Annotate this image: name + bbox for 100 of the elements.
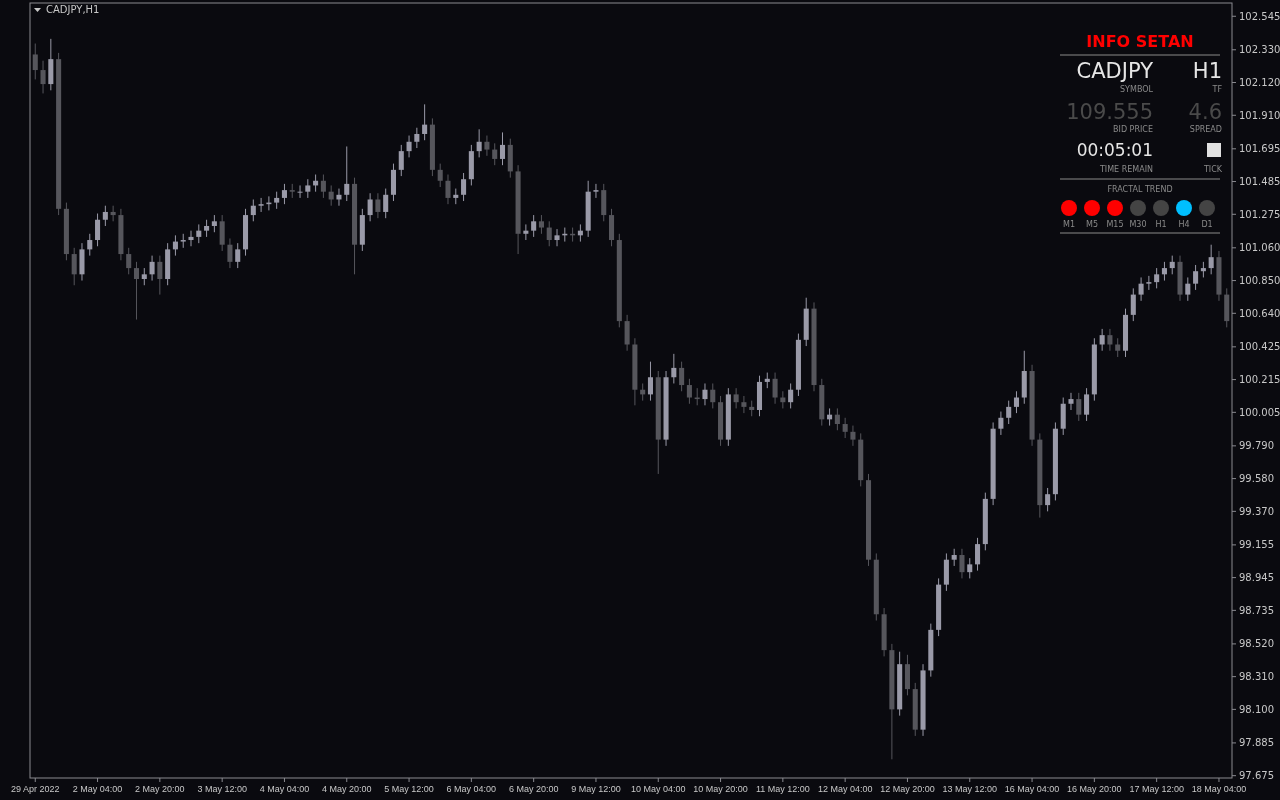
y-tick-label: 98.735 (1239, 604, 1274, 616)
y-tick-label: 98.100 (1239, 703, 1274, 715)
candlestick (133, 261, 140, 321)
x-tick-label: 12 May 04:00 (817, 784, 873, 794)
y-tick-label: 99.580 (1239, 473, 1274, 485)
candlestick (32, 43, 38, 80)
y-tick-label: 97.675 (1239, 770, 1274, 782)
candlestick (422, 103, 428, 141)
candlestick (320, 174, 326, 199)
x-tick-label: 3 May 12:00 (197, 784, 247, 794)
y-tick-label: 101.060 (1239, 242, 1280, 254)
annotation: SPREAD (1189, 125, 1222, 134)
y-tick-label: 102.120 (1239, 77, 1280, 89)
candlestick (110, 205, 116, 222)
candlestick (1013, 390, 1020, 414)
candlestick (344, 145, 350, 202)
candlestick (647, 361, 653, 402)
y-tick-label: 98.945 (1239, 572, 1274, 584)
candlestick (593, 183, 599, 199)
x-tick-label: 10 May 04:00 (630, 784, 686, 794)
candlestick (710, 382, 716, 409)
x-tick-label: 6 May 20:00 (508, 784, 559, 794)
candlestick (414, 127, 420, 149)
candlestick (102, 205, 108, 227)
candlestick (188, 230, 194, 247)
candlestick (967, 557, 973, 579)
candlestick (258, 197, 264, 213)
candlestick (1193, 264, 1199, 291)
annotation: H1 (1155, 220, 1167, 229)
candlestick (406, 135, 412, 158)
candlestick (367, 192, 373, 222)
y-tick-label: 102.545 (1239, 10, 1280, 22)
x-tick-label: 10 May 20:00 (693, 784, 748, 794)
candlestick (476, 128, 482, 158)
candlestick (959, 548, 965, 579)
y-tick-label: 100.005 (1239, 406, 1280, 418)
text: INFO SETAN (1086, 32, 1194, 51)
y-tick-label: 100.640 (1239, 307, 1280, 319)
candlestick (95, 213, 101, 247)
candlestick (834, 407, 840, 431)
candlestick (1154, 267, 1160, 289)
annotation: M1 (1063, 220, 1075, 229)
candlestick (975, 537, 981, 572)
candlestick (196, 223, 202, 244)
candlestick (437, 163, 443, 188)
annotation: TF (1211, 85, 1223, 94)
candlestick (1084, 387, 1090, 422)
candlestick (1161, 261, 1167, 282)
x-tick-label: 17 May 12:00 (1129, 784, 1184, 794)
x-tick-label: 12 May 20:00 (880, 784, 935, 794)
candlestick (227, 237, 233, 269)
candlestick (305, 178, 311, 199)
candlestick (71, 247, 77, 286)
candlestick (679, 361, 685, 392)
annotation: M30 (1129, 220, 1147, 229)
candlestick (523, 223, 529, 241)
candlestick (538, 214, 544, 235)
x-tick-label: 2 May 20:00 (135, 784, 185, 794)
annotation: SYMBOL (1120, 85, 1154, 94)
x-tick-label: 6 May 04:00 (446, 784, 497, 794)
candlestick (1169, 255, 1175, 275)
candlestick (499, 131, 506, 166)
annotation: FRACTAL TREND (1107, 185, 1173, 194)
candlestick (375, 192, 381, 219)
candlestick (235, 242, 241, 269)
annotation: TICK (1202, 165, 1223, 174)
candlestick (1076, 392, 1082, 422)
y-tick-label: 99.155 (1239, 539, 1274, 551)
candlestick (1185, 276, 1191, 302)
x-tick-label: 9 May 12:00 (571, 784, 621, 794)
candlestick (250, 198, 256, 222)
candlestick (398, 144, 404, 177)
y-tick-label: 100.215 (1239, 374, 1280, 386)
candlestick (702, 382, 708, 406)
chart-title: CADJPY,H1 (46, 4, 100, 15)
candlestick (445, 174, 451, 205)
candlestick (492, 142, 498, 166)
candlestick (842, 417, 848, 439)
y-tick-label: 100.850 (1239, 275, 1280, 287)
candlestick (328, 184, 334, 207)
candlestick (40, 60, 46, 94)
candlestick (1130, 287, 1136, 322)
annotation: 109.555 (1066, 100, 1153, 124)
candlestick (484, 135, 490, 157)
candlestick (172, 234, 178, 257)
y-tick-label: 101.695 (1239, 143, 1280, 155)
x-tick-label: 5 May 12:00 (384, 784, 434, 794)
candlestick (733, 387, 739, 409)
candlestick (1146, 275, 1152, 291)
y-tick-label: 99.790 (1239, 440, 1274, 452)
y-tick-label: 100.425 (1239, 341, 1280, 353)
annotation: BID PRICE (1113, 125, 1153, 134)
x-tick-label: 18 May 04:00 (1191, 784, 1247, 794)
candlestick (741, 395, 747, 414)
candlestick (126, 247, 132, 275)
y-tick-label: 99.370 (1239, 505, 1274, 517)
candlestick (1138, 276, 1144, 302)
candlestick (1208, 244, 1214, 275)
y-tick-label: 102.330 (1239, 44, 1280, 56)
annotation: D1 (1201, 220, 1213, 229)
